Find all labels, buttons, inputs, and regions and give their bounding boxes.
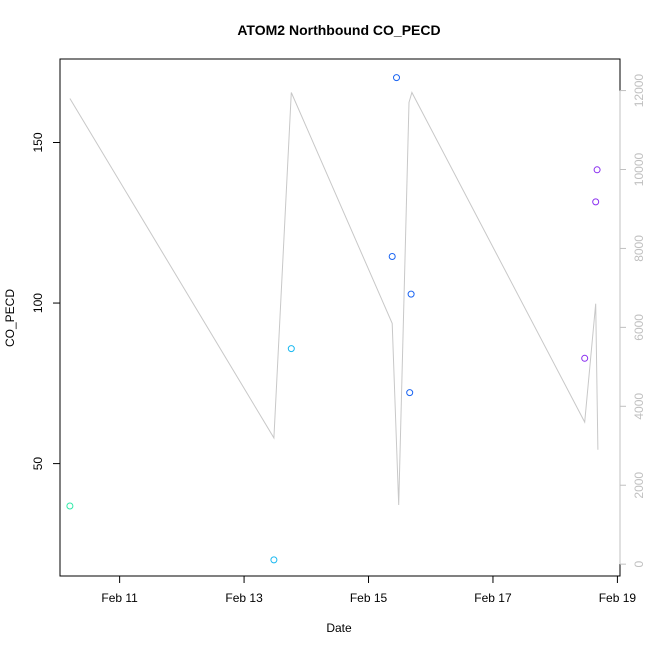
y2-tick-label: 0: [632, 561, 646, 568]
secondary-line-layer: [69, 91, 599, 506]
plot-frame: [59, 58, 621, 577]
x-tick-label: Feb 13: [225, 591, 263, 605]
data-point: [287, 345, 295, 353]
y2-axis: 0 2000 4000 6000 8000 10000 12000: [619, 74, 646, 568]
x-tick-label: Feb 15: [350, 591, 388, 605]
y2-tick-label: 10000: [632, 152, 646, 186]
y-axis: 50 100 150: [31, 132, 61, 471]
y2-tick-label: 6000: [632, 314, 646, 341]
data-point: [66, 502, 74, 510]
y-tick-label: 150: [31, 132, 45, 152]
y2-tick-label: 12000: [632, 74, 646, 108]
x-tick-label: Feb 17: [474, 591, 512, 605]
x-tick-label: Feb 11: [101, 591, 138, 605]
data-point: [388, 253, 396, 260]
data-point: [407, 290, 415, 298]
y2-tick-label: 2000: [632, 472, 646, 499]
y-axis-label: CO_PECD: [3, 289, 17, 347]
series-line: [69, 91, 599, 506]
y2-tick-label: 4000: [632, 393, 646, 420]
chart-title: ATOM2 Northbound CO_PECD: [237, 22, 440, 38]
data-point: [270, 556, 278, 564]
data-point: [593, 166, 601, 174]
y-tick-label: 50: [31, 457, 45, 471]
y-tick-label: 100: [31, 293, 45, 313]
x-tick-label: Feb 19: [599, 591, 637, 605]
data-point: [592, 198, 600, 206]
points-layer: [66, 74, 601, 564]
data-point: [393, 74, 400, 82]
data-point: [581, 354, 589, 362]
y2-tick-label: 8000: [632, 235, 646, 262]
data-point: [406, 389, 414, 397]
x-axis: Feb 11 Feb 13 Feb 15 Feb 17 Feb 19: [101, 575, 637, 605]
x-axis-label: Date: [326, 621, 352, 635]
